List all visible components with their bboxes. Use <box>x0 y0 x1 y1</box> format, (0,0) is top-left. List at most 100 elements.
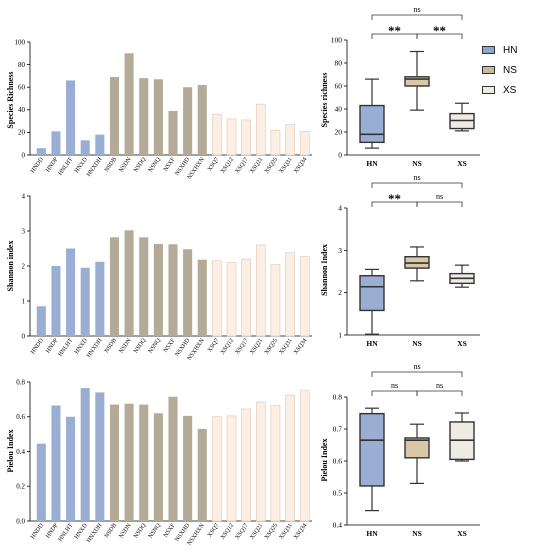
box-plot-1: 0 20 40 60 80 100 Species richness HN NS XS ** ** ns <box>320 5 480 168</box>
significance-bracket: ns <box>371 173 463 188</box>
x-tick-label: XSQ17 <box>235 523 250 541</box>
x-tick-label: HNLHT <box>58 156 75 176</box>
x-tick-label: XS <box>457 339 467 348</box>
x-tick-label: XS <box>457 159 467 168</box>
y-tick-label: 0.6 <box>333 457 343 466</box>
bracket-line <box>416 33 463 39</box>
box-hn <box>359 268 385 335</box>
bar-nsxhd <box>183 249 193 336</box>
legend-swatch-hn <box>482 46 495 54</box>
x-tick-label: HNXDH <box>86 337 104 359</box>
x-tick-label: HNDP <box>45 156 60 173</box>
bar-nsdn <box>124 403 134 521</box>
x-tick-label: XSQ21 <box>249 523 264 541</box>
box-hn <box>359 407 385 512</box>
x-tick-label: NSDN <box>118 156 133 173</box>
x-tick-label: XSQ31 <box>278 523 293 541</box>
x-tick-label: NS <box>412 159 422 168</box>
y-tick-label: 0 <box>22 151 26 159</box>
bar-hndd <box>36 306 46 336</box>
significance-bracket: ns <box>371 5 463 20</box>
bar-nsdq <box>139 78 149 155</box>
x-tick-label: XSQ34 <box>293 523 308 541</box>
box-iqr <box>404 437 430 459</box>
legend-label-hn: HN <box>503 44 518 56</box>
y-tick-label: 1 <box>22 297 26 305</box>
significance-label: ns <box>436 192 443 201</box>
x-tick-label: XSQ25 <box>264 157 279 175</box>
box-plot-3: 0.4 0.5 0.6 0.7 0.8 Pielou Index HN NS XS ns ns ns <box>320 362 480 538</box>
x-tick-label: XSQ12 <box>220 157 235 175</box>
x-tick-label: XSQ12 <box>220 338 235 356</box>
y-tick-label: 2 <box>22 262 26 270</box>
significance-bracket: ns <box>371 362 463 377</box>
x-tick-label: NSDB <box>104 157 118 174</box>
x-tick-label: NSDN <box>118 337 133 354</box>
bar-xsq17 <box>241 119 251 156</box>
box-iqr <box>359 104 385 144</box>
y-axis-label: Species Richness <box>6 71 15 128</box>
x-tick-label: XSQ31 <box>278 338 293 356</box>
x-tick-label: XSQ7 <box>207 338 221 354</box>
x-tick-label: HNXDH <box>86 522 104 544</box>
bar-xsq31 <box>285 252 295 337</box>
legend-label-ns: NS <box>503 64 517 76</box>
y-tick-label: 0.4 <box>333 521 343 530</box>
bar-chart-3: 0.0 0.2 0.4 0.6 0.8 Pielou Index HNDD HNDPHNLHT… <box>6 378 312 547</box>
bar-xsq17 <box>241 408 251 522</box>
bar-xsq21 <box>255 244 266 337</box>
bar-xsq31 <box>285 394 295 522</box>
bar-xsq25 <box>270 129 281 156</box>
significance-label: ns <box>436 381 443 390</box>
bar-nsxhxn <box>197 428 207 521</box>
x-tick-label: HNDD <box>30 156 45 174</box>
significance-bracket: ** <box>371 23 418 39</box>
bar-hnlht <box>66 248 76 336</box>
legend-item-hn: HN <box>482 40 517 60</box>
bar-nsxf <box>168 396 178 521</box>
box-plot-2: 1 2 3 4 Shannon Index HN NS XS ** ns ns <box>320 173 480 348</box>
legend: HN NS XS <box>482 40 517 100</box>
x-tick-label: HN <box>366 159 378 168</box>
box-iqr <box>359 412 385 487</box>
bracket-line <box>416 390 463 396</box>
bar-nsdq <box>139 404 149 521</box>
x-tick-label: HNLHT <box>58 337 75 357</box>
y-tick-label: 100 <box>331 36 343 45</box>
bar-hndd <box>36 443 46 521</box>
significance-bracket: ** <box>416 23 463 39</box>
x-tick-label: XSQ17 <box>235 338 250 356</box>
bar-nsxf <box>168 244 178 336</box>
box-ns <box>404 423 430 484</box>
x-tick-label: HNDD <box>30 337 45 355</box>
x-tick-label: HNDD <box>30 522 45 540</box>
x-tick-label: NSXF <box>163 522 177 539</box>
legend-item-ns: NS <box>482 60 517 80</box>
y-tick-label: 4 <box>22 192 26 200</box>
bar-hnxd <box>80 140 90 155</box>
y-tick-label: 60 <box>335 82 343 91</box>
y-tick-label: 0.4 <box>16 448 25 456</box>
bar-xsq12 <box>226 415 237 522</box>
legend-label-xs: XS <box>503 84 517 96</box>
y-tick-label: 0.0 <box>16 517 25 525</box>
y-tick-label: 80 <box>18 61 26 69</box>
legend-item-xs: XS <box>482 80 517 100</box>
x-tick-label: HNDP <box>45 337 60 354</box>
y-axis-label: Pielou Index <box>320 439 329 482</box>
x-tick-label: NSNQ <box>148 522 163 539</box>
y-tick-label: 40 <box>335 105 343 114</box>
x-tick-label: XSQ21 <box>249 157 264 175</box>
bar-chart-1: 0 20 40 60 80 100 Species Richness HNDD HNDPHNLH… <box>6 38 312 181</box>
box-iqr <box>359 275 385 312</box>
y-tick-label: 80 <box>335 59 343 68</box>
y-tick-label: 3 <box>22 227 26 235</box>
y-axis-label: Shannon index <box>6 241 15 292</box>
bar-nsxhd <box>183 415 193 521</box>
x-tick-label: NSNQ <box>148 156 163 173</box>
bar-xsq17 <box>241 258 251 337</box>
y-tick-label: 0.7 <box>333 425 343 434</box>
x-tick-label: XSQ34 <box>293 338 308 356</box>
significance-label: ** <box>388 191 401 206</box>
